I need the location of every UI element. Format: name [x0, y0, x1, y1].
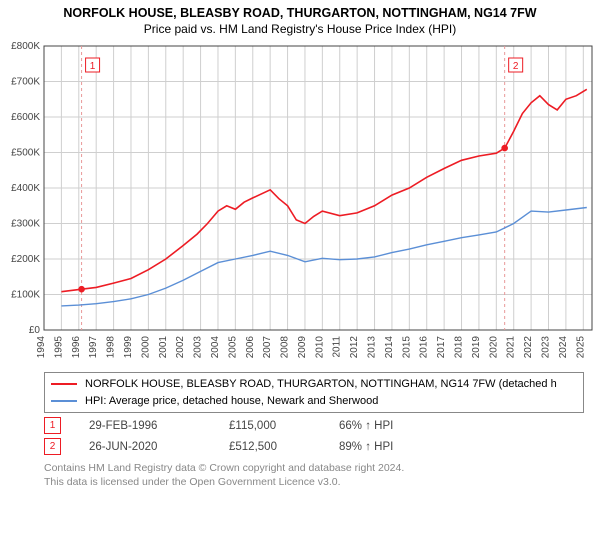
series-property: [61, 89, 586, 291]
x-tick-label: 2024: [558, 336, 569, 359]
x-tick-label: 2001: [158, 336, 169, 359]
x-tick-label: 2000: [140, 336, 151, 359]
footer-line2: This data is licensed under the Open Gov…: [44, 475, 584, 489]
x-tick-label: 2003: [193, 336, 204, 359]
y-tick-label: £300K: [11, 219, 40, 230]
x-tick-label: 2015: [401, 336, 412, 359]
x-tick-label: 2013: [367, 336, 378, 359]
y-tick-label: £100K: [11, 290, 40, 301]
sale-marker-dot: [78, 286, 85, 293]
marker-label: 2: [513, 61, 519, 72]
footer: Contains HM Land Registry data © Crown c…: [44, 461, 584, 489]
sale-marker-box: 1: [44, 417, 61, 434]
sales-table: 1 29-FEB-1996£115,00066% ↑ HPI 2 26-JUN-202…: [44, 417, 584, 455]
title-block: NORFOLK HOUSE, BLEASBY ROAD, THURGARTON,…: [0, 0, 600, 38]
chart-svg: 1 2 £0 £100K £200K £300K £400K £500K £600K £700K £…: [0, 38, 600, 368]
x-tick-label: 2022: [523, 336, 534, 359]
x-tick-label: 2025: [575, 336, 586, 359]
sale-date: 26-JUN-2020: [89, 441, 229, 453]
x-tick-label: 2010: [314, 336, 325, 359]
x-tick-label: 2014: [384, 336, 395, 359]
legend-label: HPI: Average price, detached house, Newa…: [85, 393, 378, 410]
series-hpi: [61, 208, 586, 306]
price-chart: 1 2 £0 £100K £200K £300K £400K £500K £600K £700K £…: [0, 38, 600, 368]
legend-label: NORFOLK HOUSE, BLEASBY ROAD, THURGARTON,…: [85, 376, 557, 393]
x-tick-label: 2006: [245, 336, 256, 359]
title-main: NORFOLK HOUSE, BLEASBY ROAD, THURGARTON,…: [8, 6, 592, 20]
x-tick-label: 1997: [88, 336, 99, 359]
x-tick-label: 2017: [436, 336, 447, 359]
marker-label: 1: [90, 61, 96, 72]
x-tick-label: 2019: [471, 336, 482, 359]
x-tick-label: 1996: [71, 336, 82, 359]
y-tick-label: £600K: [11, 112, 40, 123]
x-tick-label: 2012: [349, 336, 360, 359]
sale-pct: 66% ↑ HPI: [339, 420, 429, 432]
x-tick-label: 2009: [297, 336, 308, 359]
y-tick-label: £800K: [11, 41, 40, 52]
y-tick-label: £700K: [11, 77, 40, 88]
sale-marker-box: 2: [44, 438, 61, 455]
x-tick-label: 2008: [280, 336, 291, 359]
sale-row: 2 26-JUN-2020£512,50089% ↑ HPI: [44, 438, 584, 455]
sale-pct: 89% ↑ HPI: [339, 441, 429, 453]
footer-line1: Contains HM Land Registry data © Crown c…: [44, 461, 584, 475]
sale-price: £512,500: [229, 441, 339, 453]
x-tick-label: 2002: [175, 336, 186, 359]
sale-date: 29-FEB-1996: [89, 420, 229, 432]
legend-swatch: [51, 400, 77, 402]
y-tick-label: £500K: [11, 148, 40, 159]
x-tick-label: 2018: [454, 336, 465, 359]
sale-row: 1 29-FEB-1996£115,00066% ↑ HPI: [44, 417, 584, 434]
legend-item: HPI: Average price, detached house, Newa…: [51, 393, 577, 410]
title-sub: Price paid vs. HM Land Registry's House …: [8, 22, 592, 36]
legend-swatch: [51, 383, 77, 385]
legend: NORFOLK HOUSE, BLEASBY ROAD, THURGARTON,…: [44, 372, 584, 413]
x-tick-label: 2004: [210, 336, 221, 359]
x-tick-label: 2011: [332, 336, 343, 358]
legend-item: NORFOLK HOUSE, BLEASBY ROAD, THURGARTON,…: [51, 376, 577, 393]
x-tick-label: 2023: [541, 336, 552, 359]
sale-marker-dot: [501, 145, 508, 152]
x-tick-label: 1995: [53, 336, 64, 359]
x-tick-label: 2016: [419, 336, 430, 359]
x-tick-label: 1999: [123, 336, 134, 359]
x-tick-label: 1998: [106, 336, 117, 359]
x-tick-label: 2021: [506, 336, 517, 359]
y-tick-label: £200K: [11, 254, 40, 265]
x-tick-label: 1994: [36, 336, 47, 359]
x-tick-label: 2007: [262, 336, 273, 359]
sale-price: £115,000: [229, 420, 339, 432]
y-tick-label: £400K: [11, 183, 40, 194]
x-tick-label: 2020: [488, 336, 499, 359]
y-tick-label: £0: [29, 325, 41, 336]
x-tick-label: 2005: [227, 336, 238, 359]
